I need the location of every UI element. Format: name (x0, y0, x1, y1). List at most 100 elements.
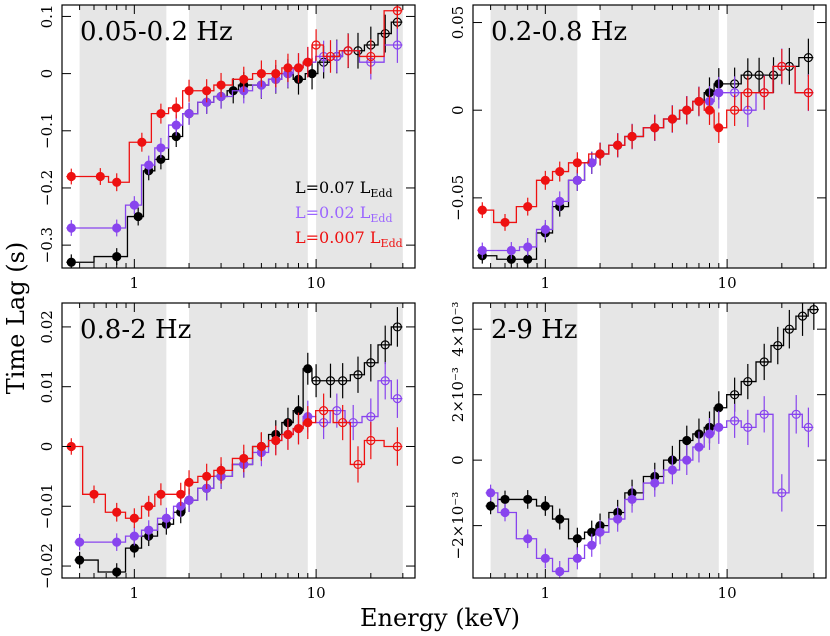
data-point (392, 6, 402, 16)
data-point (784, 324, 794, 334)
data-point (803, 88, 813, 98)
data-point (66, 171, 76, 182)
shaded-band-3 (727, 303, 814, 578)
data-point (714, 123, 724, 133)
data-point (176, 489, 186, 499)
y-tick-label: −0.01 (38, 483, 56, 529)
y-tick-label: 0.02 (38, 310, 56, 343)
shaded-band-2 (600, 5, 719, 268)
data-point (540, 553, 550, 563)
x-tick-label: 10 (718, 584, 737, 602)
data-point (380, 376, 390, 386)
panel-2: 1 10 0.05 0 −0.05 0.2-0.8 Hz (449, 4, 827, 292)
data-point (730, 390, 740, 400)
data-point (293, 63, 304, 73)
data-point (112, 177, 122, 187)
data-point (650, 478, 660, 488)
data-point (743, 376, 753, 387)
data-point (137, 137, 147, 147)
data-point (704, 105, 715, 115)
legend: L=0.07 LEdd L=0.02 LEdd L=0.007 LEdd (295, 178, 403, 250)
data-point (129, 531, 139, 541)
data-point (523, 242, 533, 252)
data-point (311, 376, 321, 386)
data-point (540, 175, 550, 185)
panel-title: 0.05-0.2 Hz (80, 17, 233, 47)
data-point (540, 224, 550, 235)
data-point (156, 109, 166, 119)
data-point (613, 514, 623, 524)
data-point (156, 143, 166, 153)
panels-group: 1 100.10−0.1−0.2−0.30.05-0.2 Hz1 100.050−0… (38, 4, 827, 602)
data-point (759, 409, 769, 419)
data-point (75, 537, 85, 547)
data-point (595, 527, 605, 537)
data-point (338, 417, 348, 428)
data-point (682, 435, 692, 446)
y-tick-label: 0.05 (449, 6, 467, 39)
data-point (773, 340, 783, 351)
data-point (704, 429, 715, 439)
y-tick-label: 0 (449, 455, 467, 465)
data-point (714, 422, 724, 433)
series-3 (66, 393, 403, 529)
panel-frame (472, 4, 827, 269)
data-point (555, 196, 565, 206)
data-point (627, 131, 637, 142)
data-point (797, 311, 808, 321)
data-point (682, 105, 692, 115)
series-step-line (66, 10, 403, 183)
data-point (202, 471, 212, 481)
data-point (366, 411, 376, 422)
data-point (523, 494, 533, 505)
x-tick-label: 1 (541, 584, 551, 602)
data-point (667, 465, 677, 475)
data-point (353, 459, 363, 470)
data-point (523, 534, 533, 544)
data-point (239, 453, 249, 464)
data-point (112, 251, 122, 262)
data-point (303, 364, 313, 374)
data-point (319, 406, 329, 416)
data-point (555, 566, 565, 577)
data-point (75, 555, 85, 565)
y-tick-label: −0.3 (38, 227, 56, 263)
legend-entry-l007: L=0.07 LEdd (295, 178, 393, 200)
y-tick-label: 2×10⁻³ (449, 367, 467, 422)
data-point (486, 501, 496, 511)
data-point (380, 28, 390, 39)
data-point (694, 96, 704, 107)
data-point (730, 416, 740, 426)
data-point (714, 403, 724, 413)
data-point (500, 494, 510, 505)
data-point (89, 489, 99, 499)
series-step-line (485, 413, 814, 573)
shaded-band-3 (727, 5, 814, 268)
data-point (283, 429, 293, 440)
data-point (112, 537, 122, 547)
data-point (325, 376, 336, 386)
data-point (283, 63, 293, 73)
data-point (161, 513, 171, 523)
shaded-band-2 (189, 303, 308, 578)
data-point (380, 340, 390, 350)
data-point (184, 109, 194, 119)
legend-entry-l002: L=0.02 LEdd (295, 203, 393, 225)
data-point (572, 534, 582, 544)
panel-4: 1 10 4×10⁻³ 2×10⁻³ 0 −2×10⁻³ 2-9 Hz (449, 302, 827, 602)
y-tick-label: 4×10⁻³ (449, 302, 467, 357)
data-point (171, 103, 181, 113)
data-point (500, 217, 510, 228)
y-axis-title: Time Lag (s) (2, 242, 30, 395)
data-point (730, 105, 740, 115)
data-point (353, 370, 363, 380)
data-point (572, 175, 582, 185)
panel-1: 1 10 0.1 0 −0.1 −0.2 −0.3 0.05-0.2 Hz (38, 4, 416, 292)
data-point (777, 488, 787, 498)
data-point (303, 57, 313, 67)
data-point (216, 80, 226, 90)
data-point (311, 40, 321, 50)
y-tick-label: −0.05 (449, 175, 467, 221)
data-point (184, 477, 194, 487)
data-point (392, 441, 402, 452)
